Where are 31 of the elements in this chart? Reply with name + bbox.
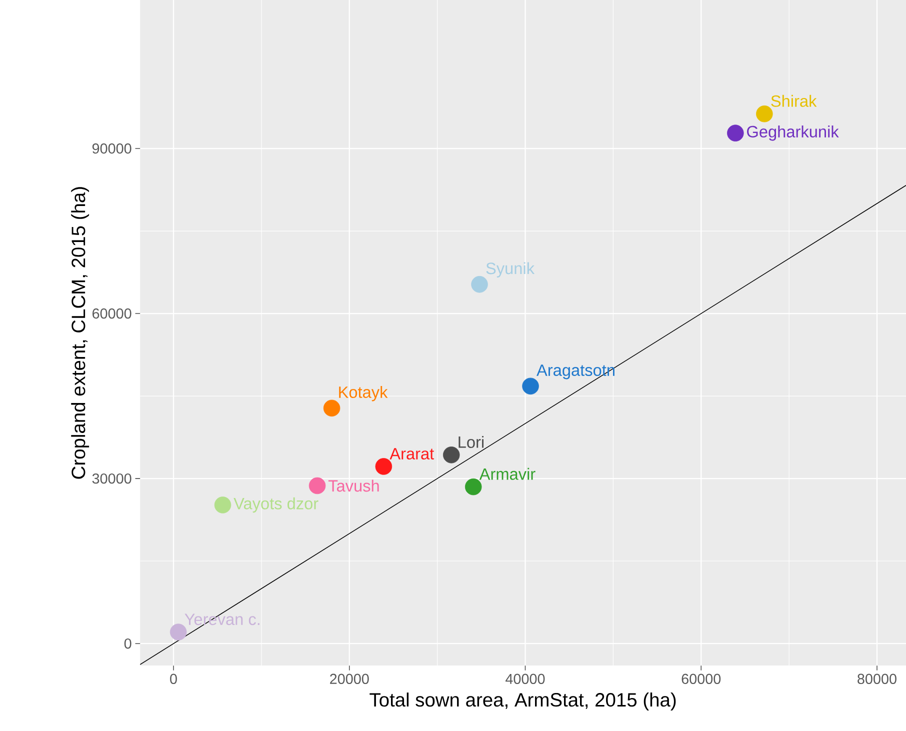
y-tick-label: 30000 — [92, 473, 132, 484]
y-tick-label: 60000 — [92, 308, 132, 319]
point — [308, 477, 326, 494]
point — [170, 624, 187, 640]
x-tick-label: 80000 — [858, 674, 896, 684]
series-label: Tavush — [328, 480, 379, 492]
point — [442, 446, 460, 464]
series-label: Shirak — [771, 94, 817, 107]
point — [375, 458, 392, 475]
series-label: Armavir — [479, 468, 536, 480]
point — [756, 105, 773, 122]
series-label: Vayots dzor — [234, 497, 318, 512]
point — [214, 496, 232, 514]
series-label: Kotayk — [339, 386, 388, 402]
x-tick-label: 40000 — [506, 674, 545, 684]
x-tick-label: 0 — [170, 674, 177, 684]
y-tick-label: 0 — [124, 638, 132, 649]
y-tick-label: 90000 — [92, 143, 132, 154]
series-label: Syunik — [486, 262, 535, 278]
point — [727, 124, 744, 142]
x-axis-title: Total sown area, ArmStat, 2015 (ha) — [370, 692, 676, 710]
series-label: Ararat — [390, 448, 434, 460]
point — [323, 400, 340, 416]
y-axis-title: Cropland extent, CLCM, 2015 (ha) — [71, 187, 90, 479]
x-tick-label: 20000 — [330, 674, 369, 684]
series-label: Gegharkunik — [747, 125, 839, 141]
x-tick-label: 60000 — [682, 674, 721, 684]
point — [522, 378, 539, 394]
point — [464, 478, 482, 496]
point — [471, 276, 488, 293]
series-label: Lori — [458, 436, 484, 448]
